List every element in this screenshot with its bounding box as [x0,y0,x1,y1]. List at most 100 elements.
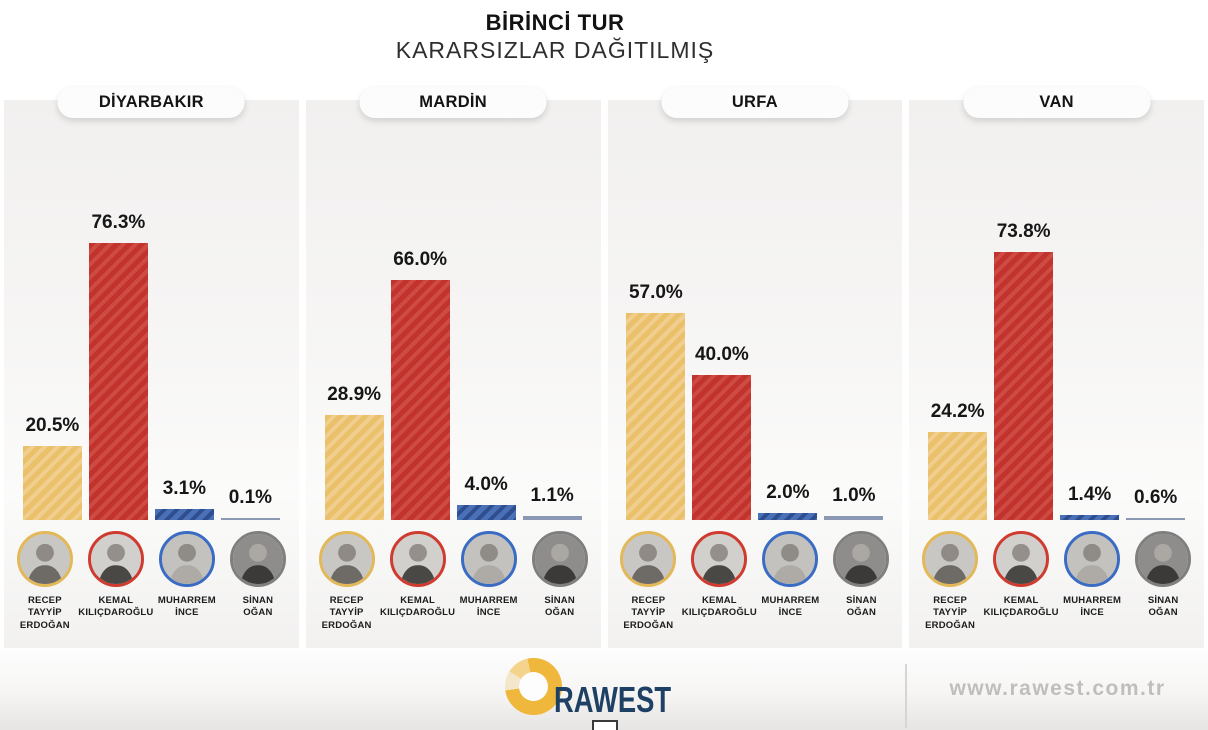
candidate-name-line2: İNCE [1080,607,1104,619]
candidate-name-line2: İNCE [175,607,199,619]
candidate-name-line2: İNCE [778,607,803,619]
candidate-photo [318,531,375,587]
person-portrait-icon [463,534,514,584]
person-portrait-icon [90,534,141,584]
candidate-name-line2: OĞAN [243,607,273,619]
candidate-erdogan: RECEP TAYYİP ERDOĞAN [920,531,980,632]
candidate-photo [1135,531,1192,587]
candidate-photo [531,531,588,587]
bar-column-ince: 1.4% [1060,483,1120,520]
bar-value-label: 2.0% [766,481,810,503]
city-pill: DİYARBAKIR [57,87,245,118]
city-name: MARDİN [419,93,488,111]
bar-value-label: 1.1% [530,485,574,507]
person-portrait-icon [161,534,212,584]
person-portrait-icon [996,534,1047,584]
candidate-photo [620,531,677,587]
brand-logo: RAWEST [505,658,708,720]
candidate-name-line1: KEMAL [701,595,737,606]
candidate-name-line1: SİNAN [1147,595,1179,606]
candidate-ogan: SİNAN OĞAN [1133,531,1193,632]
candidate-photo [762,531,819,587]
candidate-name-line1: MUHARREM [459,595,518,606]
person-portrait-icon [623,534,674,584]
bar-column-ogan: 0.1% [220,487,280,520]
bar-value-label: 3.1% [162,477,207,499]
candidate-name: SİNAN OĞAN [1148,595,1179,620]
candidate-name-line2: OĞAN [544,607,575,619]
candidate-kilicdaroglu: KEMAL KILIÇDAROĞLU [380,531,455,632]
bar-ince [154,508,214,520]
candidate-ince: MUHARREM İNCE [157,531,217,632]
bar-value-label: 66.0% [393,249,448,271]
bar-column-erdogan: 24.2% [928,401,988,520]
bar-ogan [220,518,280,520]
candidates-row: RECEP TAYYİP ERDOĞAN KEMAL KILIÇDAROĞLU [909,531,1204,632]
bar-column-erdogan: 28.9% [324,384,384,520]
candidate-name: MUHARREM İNCE [158,595,216,620]
candidate-name-line2: KILIÇDAROĞLU [983,607,1059,619]
candidate-name-line2: ERDOĞAN [623,619,674,631]
chart-header: BİRİNCİ TUR KARARSIZLAR DAĞITILMIŞ [0,0,1110,64]
footer-divider [905,664,907,728]
bar-kilicdaroglu [994,252,1054,520]
candidate-name-line1: KEMAL [98,595,134,606]
candidate-name-line2: ERDOĞAN [925,619,976,631]
bar-column-ogan: 1.0% [824,485,884,520]
candidate-ogan: SİNAN OĞAN [831,531,891,632]
candidate-name-line2: İNCE [476,607,501,619]
candidate-ince: MUHARREM İNCE [1062,531,1122,632]
bar-value-label: 24.2% [930,401,985,423]
candidate-name-line2: ERDOĞAN [19,619,70,631]
person-portrait-icon [694,534,745,584]
city-panel-diyarbakır: DİYARBAKIR 20.5% 76.3% 3.1% 0.1% RECEP T… [4,87,299,648]
city-panels-row: DİYARBAKIR 20.5% 76.3% 3.1% 0.1% RECEP T… [0,87,1208,648]
candidate-photo [993,531,1050,587]
candidate-name-line1: KEMAL [1003,595,1039,606]
bar-column-ince: 4.0% [456,474,516,520]
candidate-name: SİNAN OĞAN [243,595,274,620]
city-name: URFA [731,93,778,111]
person-portrait-icon [1067,534,1118,584]
candidate-ince: MUHARREM İNCE [459,531,519,632]
person-portrait-icon [925,534,976,584]
candidate-name-line1: SİNAN [544,595,575,606]
candidate-photo [460,531,517,587]
candidate-erdogan: RECEP TAYYİP ERDOĞAN [618,531,678,632]
candidate-photo [691,531,748,587]
bars-area: 20.5% 76.3% 3.1% 0.1% [4,100,299,520]
candidate-name: KEMAL KILIÇDAROĞLU [984,595,1059,620]
bar-value-label: 1.4% [1067,483,1112,505]
brand-name: RAWEST [554,678,672,720]
bar-column-kilicdaroglu: 73.8% [994,221,1054,520]
person-portrait-icon [19,534,70,584]
bar-ince [456,505,516,520]
bar-value-label: 40.0% [694,343,749,365]
chart-subtitle: KARARSIZLAR DAĞITILMIŞ [395,37,715,63]
candidate-photo [16,531,73,587]
footer: RAWEST www.rawest.com.tr [0,648,1208,730]
city-panel-van: VAN 24.2% 73.8% 1.4% 0.6% RECEP TAYYİP E… [909,87,1204,648]
bar-ogan [824,516,884,520]
candidate-name-line1: SİNAN [242,595,274,606]
bars-area: 24.2% 73.8% 1.4% 0.6% [909,100,1204,520]
city-name: VAN [1039,93,1074,111]
cropped-bottom-element [592,720,618,730]
candidate-name: KEMAL KILIÇDAROĞLU [682,595,757,620]
bar-ince [758,512,818,520]
candidate-photo [833,531,890,587]
candidate-photo [389,531,446,587]
candidate-name: RECEP TAYYİP ERDOĞAN [15,595,75,632]
candidate-name: MUHARREM İNCE [460,595,518,620]
candidate-name: RECEP TAYYİP ERDOĞAN [317,595,377,632]
bar-column-ince: 2.0% [758,481,818,520]
website-url-area: www.rawest.com.tr [907,648,1208,730]
candidate-name-line1: KEMAL [400,595,436,606]
candidate-kilicdaroglu: KEMAL KILIÇDAROĞLU [682,531,757,632]
bar-kilicdaroglu [88,243,148,520]
bar-column-erdogan: 20.5% [22,415,82,520]
candidate-name: SİNAN OĞAN [544,595,575,620]
candidate-name-line1: MUHARREM [761,595,820,606]
bar-column-kilicdaroglu: 76.3% [88,212,148,520]
bar-column-kilicdaroglu: 40.0% [692,343,752,520]
